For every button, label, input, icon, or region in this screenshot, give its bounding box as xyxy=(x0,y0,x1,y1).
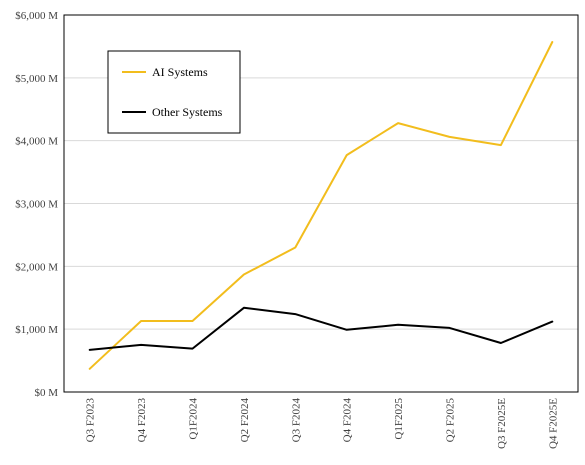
x-tick-label: Q4 F2024 xyxy=(342,398,354,443)
x-tick-label: Q2 F2025 xyxy=(445,398,457,443)
x-tick-label: Q2 F2024 xyxy=(239,398,251,443)
x-tick-label: Q4 F2023 xyxy=(136,398,148,443)
plot-border xyxy=(63,14,579,393)
x-tick-label: Q4 F2025E xyxy=(547,398,559,449)
legend-label-ai-systems: AI Systems xyxy=(152,65,208,79)
y-tick-label: $1,000 M xyxy=(15,324,58,336)
y-tick-label: $4,000 M xyxy=(15,136,58,148)
legend-label-other-systems: Other Systems xyxy=(152,105,223,119)
y-tick-label: $3,000 M xyxy=(15,199,58,211)
x-axis-tick-labels: Q3 F2023 Q4 F2023 Q1F2024 Q2 F2024 Q3 F2024 Q… xyxy=(85,398,560,450)
y-tick-label: $2,000 M xyxy=(15,261,58,273)
series-line-other-systems xyxy=(88,306,554,351)
legend: AI Systems Other Systems xyxy=(107,50,241,134)
y-axis-tick-labels: $0 M $1,000 M $2,000 M $3,000 M $4,000 M $5,0… xyxy=(15,10,58,399)
x-tick-label: Q3 F2023 xyxy=(85,398,97,443)
legend-box xyxy=(107,50,241,134)
series-lines xyxy=(88,41,554,370)
x-tick-label: Q1F2024 xyxy=(188,398,200,440)
x-tick-label: Q1F2025 xyxy=(393,398,405,440)
y-tick-label: $5,000 M xyxy=(15,73,58,85)
y-tick-label: $0 M xyxy=(34,387,58,399)
y-tick-label: $6,000 M xyxy=(15,10,58,22)
x-tick-label: Q3 F2025E xyxy=(496,398,508,449)
series-line-ai-systems xyxy=(88,41,554,370)
x-tick-label: Q3 F2024 xyxy=(290,398,302,443)
